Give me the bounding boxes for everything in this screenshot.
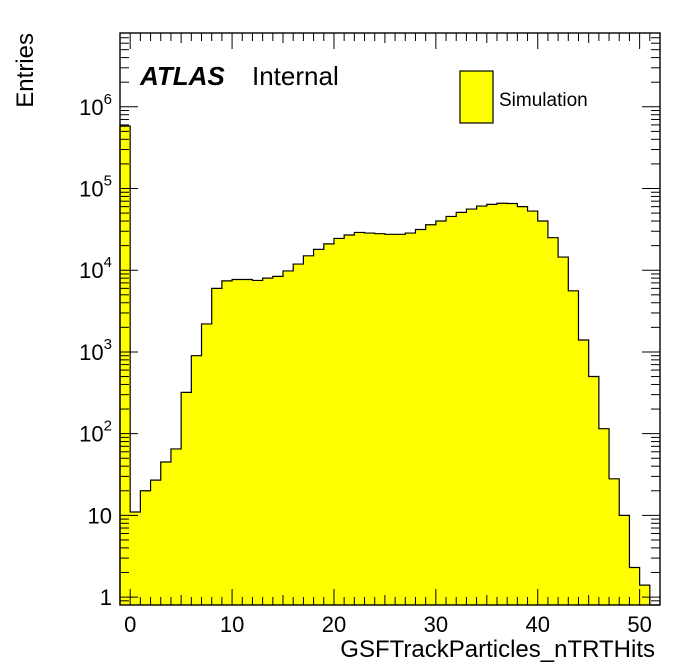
x-tick-label: 40 xyxy=(525,612,549,637)
histogram-bar xyxy=(201,323,212,605)
x-axis-ticks xyxy=(119,33,661,605)
histogram-bar xyxy=(160,461,172,605)
x-axis-tick-labels: 0 10 20 30 40 50 xyxy=(124,612,652,637)
y-tick-label: 1 xyxy=(100,585,112,610)
histogram-bar xyxy=(140,490,151,605)
histogram-bar xyxy=(221,280,233,605)
histogram-bar xyxy=(344,234,355,605)
histogram-bar xyxy=(558,257,569,605)
histogram-bar xyxy=(578,339,589,605)
histogram-bar xyxy=(527,211,539,606)
histogram-bar xyxy=(191,355,202,605)
x-tick-label: 30 xyxy=(424,612,448,637)
histogram-bar xyxy=(252,280,263,605)
histogram-bar xyxy=(181,392,192,605)
histogram-bar xyxy=(170,448,182,605)
plot-frame xyxy=(119,32,661,606)
histogram-bar xyxy=(486,204,498,605)
histogram-bar xyxy=(323,243,335,605)
histogram-bar xyxy=(272,276,284,605)
histogram-bar xyxy=(405,233,416,606)
histogram-bar xyxy=(446,216,457,605)
histogram-bars xyxy=(120,126,651,606)
histogram-bar xyxy=(507,203,518,606)
histogram-bar xyxy=(313,249,325,606)
histogram-bar xyxy=(456,212,467,605)
histogram-bar xyxy=(629,567,640,605)
x-tick-label: 50 xyxy=(627,612,651,637)
histogram-bar xyxy=(425,224,437,606)
legend-swatch xyxy=(459,70,494,124)
histogram-bar xyxy=(374,233,386,605)
histogram-bar xyxy=(466,209,477,605)
histogram-bar xyxy=(283,270,294,605)
histogram-bar xyxy=(496,203,508,605)
histogram-bar xyxy=(384,234,396,606)
internal-label: Internal xyxy=(252,61,339,91)
histogram-bar xyxy=(150,480,162,605)
histogram-bar xyxy=(395,234,406,606)
histogram-bar xyxy=(415,229,426,606)
histogram-bar xyxy=(364,233,376,606)
x-axis-title: GSFTrackParticles_nTRTHits xyxy=(340,636,655,663)
histogram-bar xyxy=(537,221,549,605)
histogram-bar xyxy=(619,515,630,605)
histogram-outline xyxy=(119,125,660,606)
histogram-bar xyxy=(588,376,600,605)
histogram-bar xyxy=(476,206,488,605)
histogram-bar xyxy=(262,278,274,605)
histogram-bar xyxy=(354,232,365,606)
histogram-bar xyxy=(211,288,223,605)
histogram-bar xyxy=(130,511,141,605)
x-tick-label: 20 xyxy=(322,612,346,637)
histogram-bar xyxy=(242,279,253,605)
histogram-bar xyxy=(568,290,579,605)
histogram-bar xyxy=(547,237,559,605)
histogram-bar xyxy=(639,585,651,605)
y-axis-title: Entries xyxy=(12,33,39,108)
y-tick-label: 10 xyxy=(88,503,112,528)
legend-label: Simulation xyxy=(499,90,588,111)
histogram-bar xyxy=(293,264,304,605)
histogram-bar xyxy=(120,126,131,606)
histogram-bar xyxy=(333,238,345,605)
y-axis-ticks xyxy=(120,32,660,606)
x-tick-label: 10 xyxy=(220,612,244,637)
histogram-bar xyxy=(598,428,610,605)
histogram-bar xyxy=(435,221,447,605)
histogram-bar xyxy=(303,255,314,605)
atlas-label: ATLAS xyxy=(139,61,225,91)
histogram-bar xyxy=(609,478,620,605)
x-tick-label: 0 xyxy=(124,612,136,637)
histogram-bar xyxy=(517,206,528,605)
histogram-bar xyxy=(232,279,243,605)
